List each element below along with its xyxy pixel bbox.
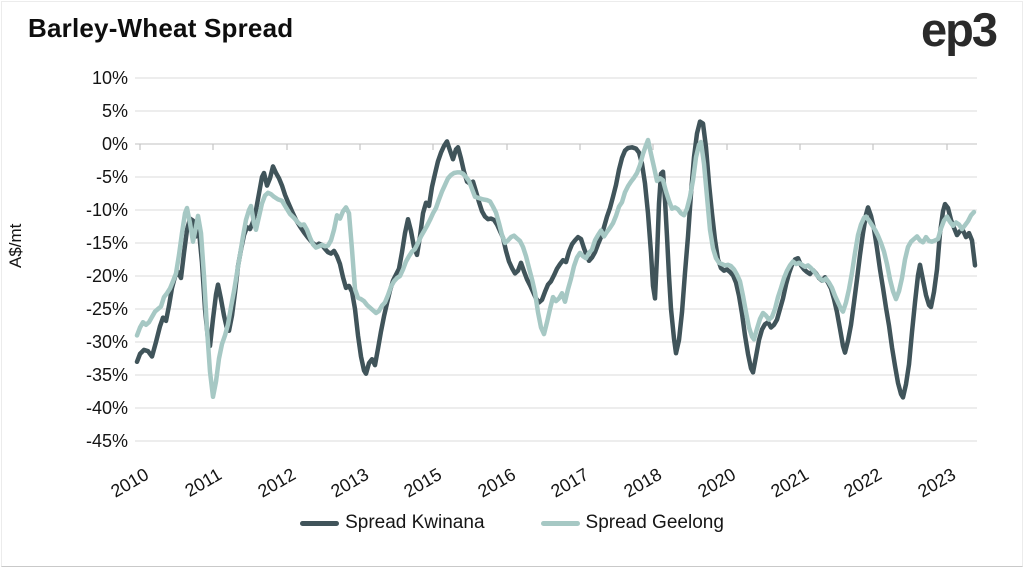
- y-axis-tick-label: -40%: [86, 398, 128, 418]
- legend-item-kwinana[interactable]: Spread Kwinana: [300, 512, 485, 534]
- geelong-line-swatch-icon: [540, 520, 580, 526]
- legend-label: Spread Geelong: [585, 512, 724, 533]
- x-axis-tick-label: 2023: [914, 464, 959, 501]
- ep3-logo: ep3: [921, 3, 998, 56]
- y-axis-tick-label: -45%: [86, 431, 128, 451]
- y-axis-tick-label: -15%: [86, 233, 128, 253]
- kwinana-line-swatch-icon: [300, 520, 340, 526]
- y-axis-tick-label: 10%: [92, 68, 128, 88]
- x-axis-tick-label: 2013: [327, 464, 372, 501]
- legend-item-geelong[interactable]: Spread Geelong: [540, 512, 724, 534]
- page-title: Barley-Wheat Spread: [28, 13, 294, 43]
- y-axis-tick-label: -20%: [86, 266, 128, 286]
- x-axis-tick-label: 2021: [767, 464, 812, 501]
- x-axis-tick-label: 2010: [107, 464, 152, 501]
- x-axis-tick-label: 2018: [620, 464, 665, 501]
- x-axis-tick-label: 2022: [840, 464, 885, 501]
- y-axis-tick-label: -5%: [96, 167, 128, 187]
- x-axis-tick-label: 2017: [547, 464, 592, 501]
- y-axis-tick-label: -10%: [86, 200, 128, 220]
- x-axis-tick-label: 2012: [254, 464, 299, 501]
- x-axis-tick-label: 2011: [181, 464, 225, 501]
- series-line-spread-kwinana: [134, 119, 978, 400]
- y-axis-tick-label: -30%: [86, 332, 128, 352]
- chart-legend: Spread Kwinana Spread Geelong: [0, 512, 1024, 534]
- y-axis-tick-label: -35%: [86, 365, 128, 385]
- y-axis-tick-label: 5%: [102, 101, 128, 121]
- x-axis-tick-label: 2016: [474, 464, 519, 501]
- x-axis-tick-label: 2015: [400, 464, 445, 501]
- series-line-spread-geelong: [134, 137, 977, 400]
- legend-label: Spread Kwinana: [345, 512, 485, 533]
- y-axis-tick-label: -25%: [86, 299, 128, 319]
- x-axis-tick-label: 2020: [694, 464, 739, 501]
- y-axis-tick-label: 0%: [102, 134, 128, 154]
